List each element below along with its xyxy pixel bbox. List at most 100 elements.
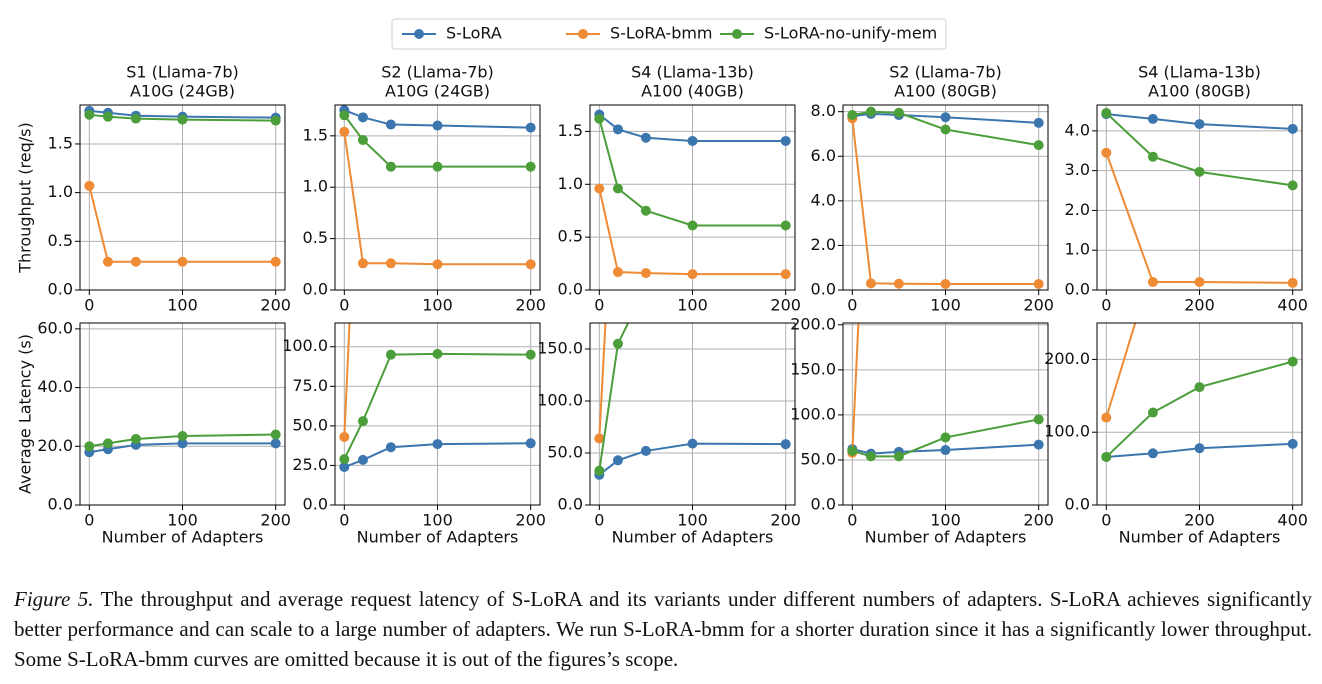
data-point — [525, 349, 536, 360]
x-tick-label: 0 — [1101, 511, 1111, 530]
x-tick-label: 0 — [594, 296, 604, 315]
data-point — [1287, 356, 1298, 367]
caption-label: Figure 5. — [14, 587, 94, 611]
x-tick-label: 0 — [84, 296, 94, 315]
y-tick-label: 1.0 — [303, 177, 328, 196]
x-tick-label: 0 — [847, 296, 857, 315]
data-point — [339, 454, 350, 465]
axes-frame — [589, 322, 796, 506]
chart-subtitle: A100 (80GB) — [1148, 82, 1251, 101]
x-tick-label: 100 — [422, 511, 453, 530]
data-point — [866, 50, 876, 60]
y-tick-label: 0.0 — [48, 495, 73, 514]
series-line — [1106, 442, 1293, 458]
y-tick-label: 2.0 — [811, 235, 836, 254]
series-line — [851, 323, 860, 453]
data-point — [640, 445, 651, 456]
legend-box — [391, 18, 947, 50]
y-tick-label: 1.5 — [303, 125, 328, 144]
data-point — [177, 431, 188, 442]
data-point — [339, 462, 350, 473]
data-point — [1101, 107, 1112, 118]
x-tick-label: 100 — [677, 296, 708, 315]
y-tick-label: 200.0 — [1044, 349, 1090, 368]
data-point — [1287, 277, 1298, 288]
plot-area — [84, 429, 281, 458]
x-tick-label: 200 — [1023, 296, 1054, 315]
data-point — [865, 106, 876, 117]
data-point — [1194, 443, 1205, 454]
data-point — [893, 451, 904, 462]
data-point — [1033, 117, 1044, 128]
plot-area — [339, 25, 536, 473]
data-point — [1147, 151, 1158, 162]
x-tick-label: 200 — [260, 296, 291, 315]
data-point — [1101, 412, 1112, 423]
data-point — [130, 256, 141, 267]
chart-title: S2 (Llama-7b) — [889, 63, 1002, 82]
data-point — [177, 438, 188, 449]
axes-frame — [1096, 104, 1303, 291]
data-point — [640, 205, 651, 216]
x-tick-label: 200 — [1184, 511, 1215, 530]
axes-frame — [589, 104, 796, 291]
y-tick-label: 0.0 — [1065, 280, 1090, 299]
y-tick-label: 50.0 — [800, 449, 836, 468]
chart-title: S4 (Llama-13b) — [631, 63, 754, 82]
plot-area — [594, 84, 791, 480]
data-point — [1033, 140, 1044, 151]
data-point — [940, 432, 951, 443]
chart-subtitle: A10G (24GB) — [130, 82, 235, 101]
y-tick-label: 75.0 — [292, 376, 328, 395]
data-point — [687, 135, 698, 146]
chart-title: S4 (Llama-13b) — [1138, 63, 1261, 82]
x-tick-label: 100 — [930, 296, 961, 315]
data-point — [687, 269, 698, 280]
data-point — [1287, 180, 1298, 191]
data-point — [432, 348, 443, 359]
x-tick-label: 400 — [1277, 511, 1308, 530]
data-point — [270, 429, 281, 440]
axes-frame — [842, 104, 1049, 291]
x-tick-label: 200 — [515, 296, 546, 315]
y-tick-label: 25.0 — [292, 455, 328, 474]
data-point — [612, 267, 623, 278]
data-point — [1194, 382, 1205, 393]
data-point — [84, 441, 95, 452]
data-point — [1033, 278, 1044, 289]
x-tick-label: 0 — [339, 511, 349, 530]
data-point — [613, 84, 623, 94]
data-point — [1147, 448, 1158, 459]
data-point — [780, 269, 791, 280]
y-tick-label: 0.0 — [558, 280, 583, 299]
data-point — [612, 124, 623, 135]
series-line — [598, 323, 607, 439]
data-point — [339, 110, 350, 121]
legend-marker — [414, 29, 424, 39]
data-point — [1033, 414, 1044, 425]
chart-title: S2 (Llama-7b) — [381, 63, 494, 82]
data-point — [687, 438, 698, 449]
y-tick-label: 0.0 — [303, 280, 328, 299]
data-point — [1147, 113, 1158, 124]
y-tick-label: 1.5 — [48, 133, 73, 152]
data-point — [339, 126, 350, 137]
y-tick-label: 20.0 — [37, 436, 73, 455]
data-point — [525, 438, 536, 449]
y-tick-label: 0.0 — [303, 495, 328, 514]
data-point — [525, 122, 536, 133]
y-tick-label: 0.5 — [558, 227, 583, 246]
legend-label: S-LoRA-bmm — [610, 24, 713, 43]
data-point — [780, 439, 791, 450]
data-point — [940, 124, 951, 135]
y-axis-label: Average Latency (s) — [16, 334, 35, 494]
data-point — [358, 25, 368, 35]
x-axis-label: Number of Adapters — [865, 528, 1027, 547]
plot-area — [1101, 260, 1298, 462]
data-point — [1148, 260, 1158, 270]
x-tick-label: 0 — [339, 296, 349, 315]
data-point — [1194, 119, 1205, 130]
data-point — [847, 110, 858, 121]
data-point — [385, 258, 396, 269]
